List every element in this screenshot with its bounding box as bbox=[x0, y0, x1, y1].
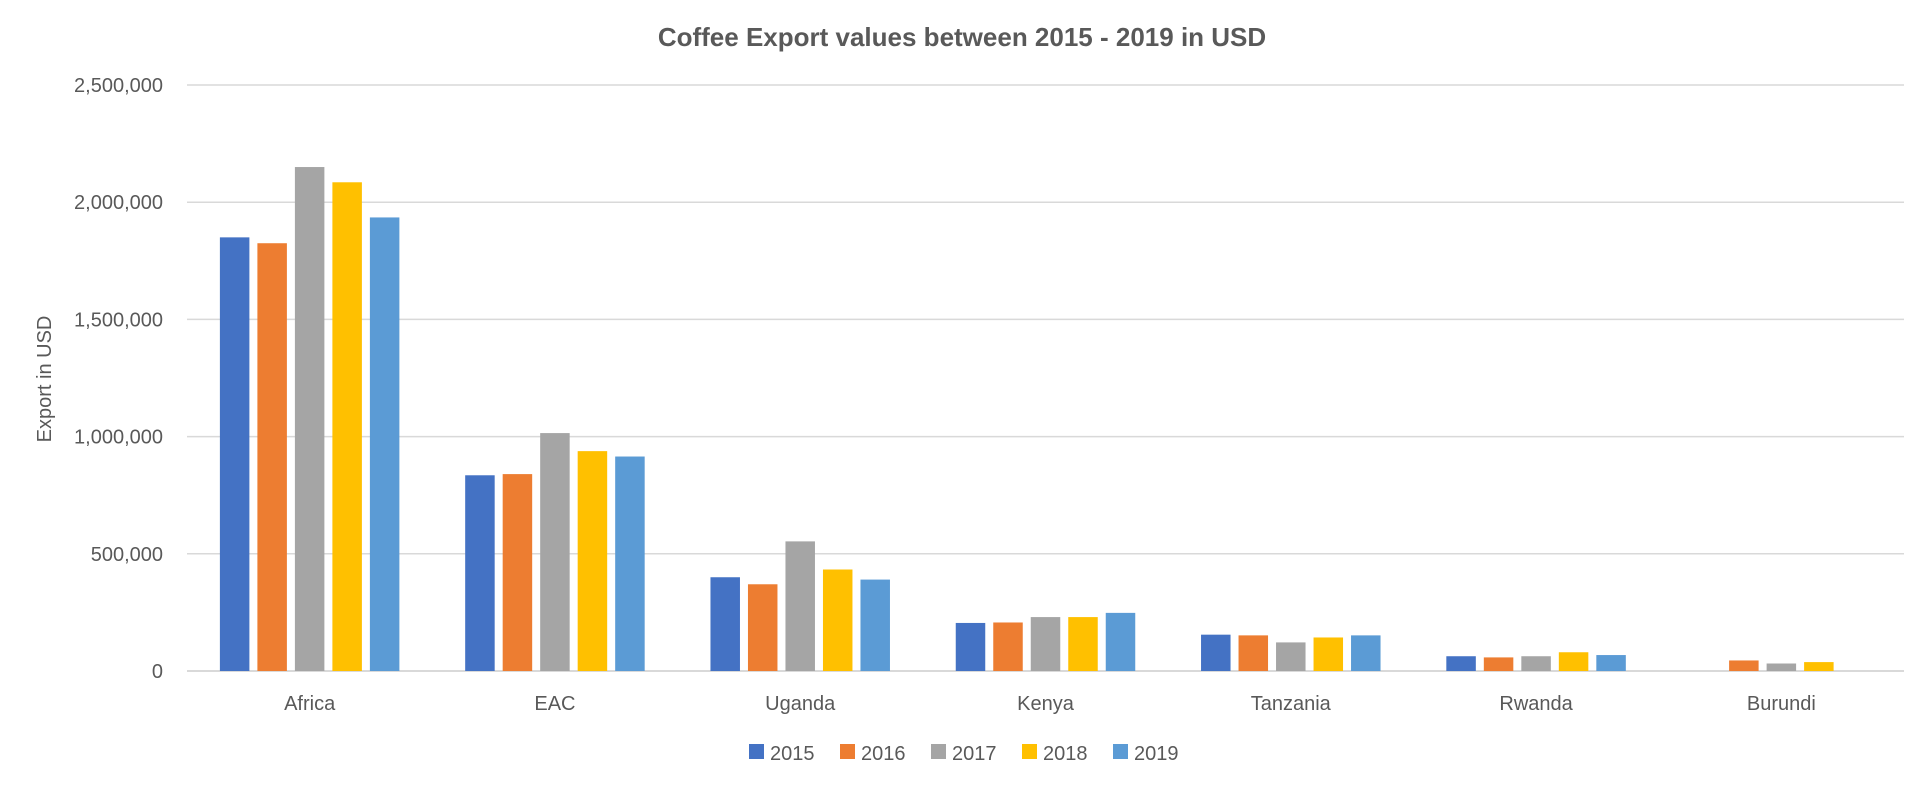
x-tick-label: Uganda bbox=[765, 693, 836, 715]
bar-kenya-2015 bbox=[955, 622, 986, 671]
bar-kenya-2018 bbox=[1068, 617, 1098, 671]
bar-tanzania-2015 bbox=[1201, 634, 1231, 671]
bar-uganda-2019 bbox=[860, 579, 890, 671]
legend-label: 2015 bbox=[770, 743, 815, 765]
bar-eac-2019 bbox=[615, 456, 645, 671]
y-tick-label: 0 bbox=[152, 661, 163, 683]
legend: 2015 2016 2017 2018 2019 bbox=[749, 743, 1179, 765]
bar-eac-2018 bbox=[577, 451, 608, 671]
y-axis-ticks: 0 500,000 1,000,000 1,500,000 2,000,000 2,500… bbox=[74, 75, 163, 683]
bar-rwanda-2017 bbox=[1521, 656, 1551, 671]
y-tick-label: 2,500,000 bbox=[74, 75, 163, 97]
bar-burundi-2017 bbox=[1766, 663, 1797, 671]
bar-kenya-2017 bbox=[1030, 617, 1061, 671]
x-tick-label: Burundi bbox=[1747, 693, 1816, 715]
bar-rwanda-2019 bbox=[1596, 655, 1626, 671]
bar-rwanda-2016 bbox=[1483, 657, 1514, 671]
bar-kenya-2019 bbox=[1105, 612, 1136, 671]
bar-africa-2016 bbox=[257, 243, 287, 671]
legend-label: 2018 bbox=[1043, 743, 1088, 765]
legend-item-2017: 2017 bbox=[931, 743, 997, 765]
bars bbox=[219, 167, 1834, 672]
x-tick-label: EAC bbox=[534, 693, 575, 715]
bar-burundi-2018 bbox=[1804, 662, 1834, 671]
gridlines bbox=[187, 84, 1904, 672]
x-tick-label: Kenya bbox=[1017, 693, 1075, 715]
bar-eac-2016 bbox=[502, 474, 533, 671]
legend-swatch bbox=[1113, 744, 1128, 759]
x-tick-label: Tanzania bbox=[1251, 693, 1332, 715]
bar-uganda-2017 bbox=[785, 541, 815, 671]
bar-africa-2015 bbox=[219, 237, 250, 672]
bar-tanzania-2016 bbox=[1238, 635, 1269, 671]
bar-uganda-2015 bbox=[710, 577, 740, 671]
x-axis-ticks: Africa EAC Uganda Kenya Tanzania Rwanda Burund… bbox=[284, 693, 1816, 715]
legend-swatch bbox=[931, 744, 946, 759]
bar-burundi-2016 bbox=[1729, 660, 1759, 671]
bar-tanzania-2018 bbox=[1313, 637, 1344, 671]
legend-label: 2017 bbox=[952, 743, 997, 765]
legend-swatch bbox=[1022, 744, 1037, 759]
legend-label: 2016 bbox=[861, 743, 906, 765]
bar-tanzania-2017 bbox=[1276, 642, 1306, 671]
legend-item-2018: 2018 bbox=[1022, 743, 1088, 765]
legend-item-2015: 2015 bbox=[749, 743, 815, 765]
bar-eac-2017 bbox=[540, 433, 570, 671]
chart-title: Coffee Export values between 2015 - 2019… bbox=[658, 22, 1266, 52]
x-tick-label: Rwanda bbox=[1499, 693, 1573, 715]
bar-uganda-2016 bbox=[747, 584, 778, 671]
bar-africa-2017 bbox=[294, 167, 325, 672]
bar-africa-2018 bbox=[332, 182, 362, 671]
y-tick-label: 2,000,000 bbox=[74, 192, 163, 214]
legend-swatch bbox=[840, 744, 855, 759]
legend-label: 2019 bbox=[1134, 743, 1179, 765]
legend-swatch bbox=[749, 744, 764, 759]
bar-kenya-2016 bbox=[993, 622, 1023, 671]
bar-eac-2015 bbox=[465, 475, 495, 671]
y-tick-label: 1,000,000 bbox=[74, 427, 163, 449]
y-axis-title: Export in USD bbox=[34, 316, 56, 443]
x-tick-label: Africa bbox=[284, 693, 336, 715]
legend-item-2016: 2016 bbox=[840, 743, 906, 765]
bar-tanzania-2019 bbox=[1351, 635, 1381, 671]
y-tick-label: 1,500,000 bbox=[74, 309, 163, 331]
bar-rwanda-2015 bbox=[1446, 656, 1476, 671]
legend-item-2019: 2019 bbox=[1113, 743, 1179, 765]
bar-rwanda-2018 bbox=[1558, 652, 1589, 671]
y-tick-label: 500,000 bbox=[91, 544, 163, 566]
bar-uganda-2018 bbox=[822, 569, 853, 671]
bar-africa-2019 bbox=[369, 217, 400, 671]
